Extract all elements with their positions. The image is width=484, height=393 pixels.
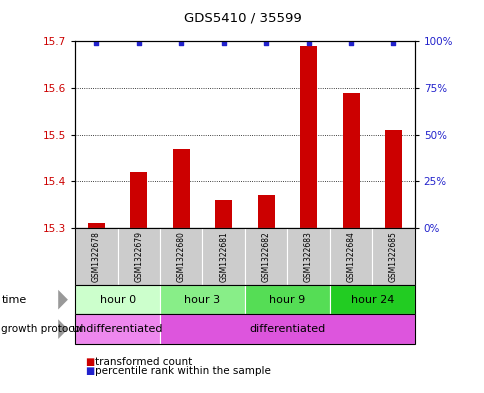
Bar [88, 223, 105, 228]
Text: GSM1322680: GSM1322680 [176, 231, 185, 282]
Point [304, 40, 312, 46]
Point [135, 40, 142, 46]
Point [177, 40, 185, 46]
Text: hour 0: hour 0 [99, 295, 136, 305]
Text: undifferentiated: undifferentiated [72, 324, 163, 334]
Text: hour 9: hour 9 [269, 295, 305, 305]
Bar [342, 93, 359, 228]
Bar [257, 195, 274, 228]
Text: growth protocol: growth protocol [1, 324, 84, 334]
Text: GSM1322685: GSM1322685 [388, 231, 397, 282]
Bar [172, 149, 189, 228]
Text: transformed count: transformed count [94, 356, 192, 367]
Text: time: time [1, 295, 27, 305]
Bar [384, 130, 401, 228]
Point [262, 40, 270, 46]
Text: percentile rank within the sample: percentile rank within the sample [94, 366, 270, 376]
Bar [130, 172, 147, 228]
Bar [215, 200, 232, 228]
Text: differentiated: differentiated [249, 324, 325, 334]
Point [92, 40, 100, 46]
Text: hour 24: hour 24 [350, 295, 393, 305]
Text: GDS5410 / 35599: GDS5410 / 35599 [183, 12, 301, 25]
Text: GSM1322678: GSM1322678 [91, 231, 101, 282]
Point [389, 40, 396, 46]
Text: GSM1322684: GSM1322684 [346, 231, 355, 282]
Bar [300, 46, 317, 228]
Text: hour 3: hour 3 [184, 295, 220, 305]
Text: GSM1322683: GSM1322683 [303, 231, 313, 282]
Point [347, 40, 354, 46]
Text: ■: ■ [85, 356, 94, 367]
Text: ■: ■ [85, 366, 94, 376]
Text: GSM1322682: GSM1322682 [261, 231, 270, 282]
Text: GSM1322679: GSM1322679 [134, 231, 143, 282]
Point [219, 40, 227, 46]
Text: GSM1322681: GSM1322681 [219, 231, 228, 282]
